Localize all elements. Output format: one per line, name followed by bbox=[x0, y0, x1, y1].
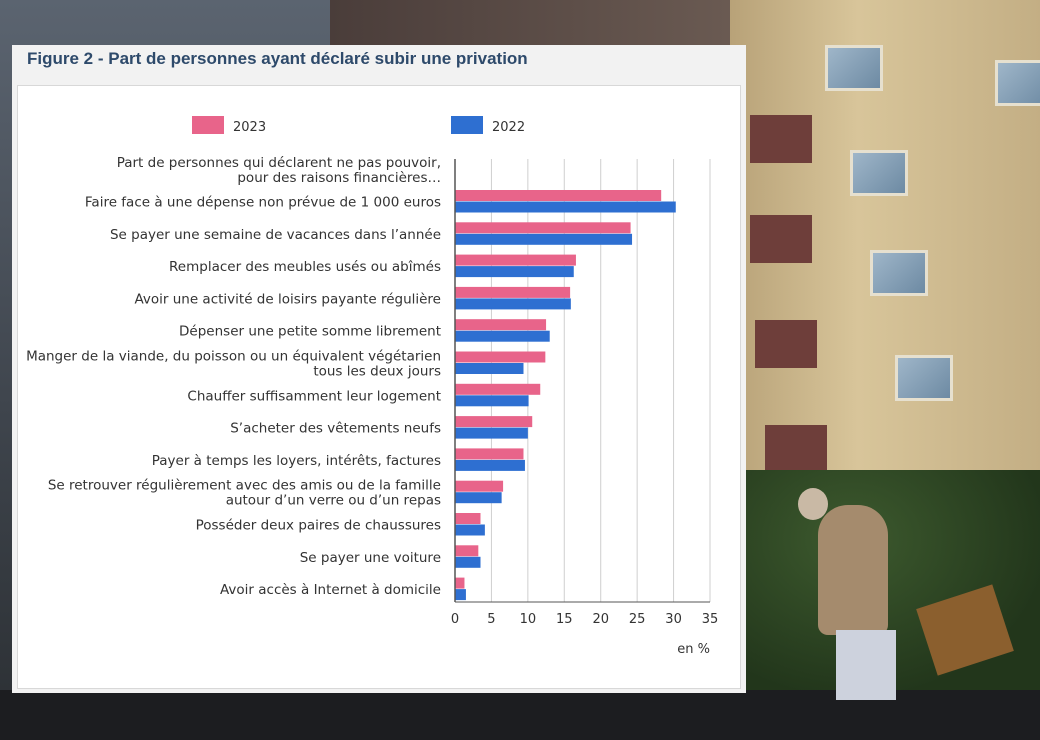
category-label: Dépenser une petite somme librement bbox=[179, 324, 441, 340]
bar-2022 bbox=[455, 556, 481, 568]
category-label: Posséder deux paires de chaussures bbox=[196, 518, 441, 534]
category-label: Faire face à une dépense non prévue de 1… bbox=[85, 195, 441, 211]
building-window bbox=[995, 60, 1040, 106]
bar-2023 bbox=[455, 545, 479, 557]
walking-person-legs bbox=[836, 630, 896, 700]
category-label: S’acheter des vêtements neufs bbox=[230, 421, 441, 437]
category-label: autour d’un verre ou d’un repas bbox=[226, 493, 441, 509]
bar-2022 bbox=[455, 524, 485, 536]
category-label: Se payer une semaine de vacances dans l’… bbox=[110, 227, 441, 243]
building-balcony bbox=[750, 115, 812, 163]
category-labels: Part de personnes qui déclarent ne pas p… bbox=[26, 155, 441, 598]
building-window bbox=[825, 45, 883, 91]
bar-2022 bbox=[455, 589, 466, 601]
category-label: Se payer une voiture bbox=[300, 550, 441, 566]
chart-card: 2023 2022 Part de personnes qui déclaren… bbox=[17, 85, 741, 689]
x-tick-label: 30 bbox=[665, 612, 682, 627]
unit-label: en % bbox=[677, 642, 710, 657]
bar-2023 bbox=[455, 480, 504, 492]
building-window bbox=[870, 250, 928, 296]
bar-2022 bbox=[455, 395, 529, 407]
building-balcony bbox=[765, 425, 827, 473]
chart-bars bbox=[455, 190, 676, 601]
building-balcony bbox=[755, 320, 817, 368]
bar-2023 bbox=[455, 351, 546, 363]
walking-person-head bbox=[798, 488, 828, 520]
category-label: Avoir accès à Internet à domicile bbox=[220, 582, 441, 598]
bar-2022 bbox=[455, 233, 633, 245]
category-label: Chauffer suffisamment leur logement bbox=[187, 388, 441, 404]
category-label: Remplacer des meubles usés ou abîmés bbox=[169, 259, 441, 275]
legend-swatch-2023 bbox=[192, 116, 224, 134]
bar-2022 bbox=[455, 298, 571, 310]
bar-2022 bbox=[455, 201, 676, 213]
x-tick-label: 15 bbox=[556, 612, 573, 627]
bar-2023 bbox=[455, 577, 465, 589]
bar-2022 bbox=[455, 363, 524, 374]
figure-title: Figure 2 - Part de personnes ayant décla… bbox=[27, 49, 528, 68]
bar-2023 bbox=[455, 286, 571, 298]
bar-2022 bbox=[455, 266, 574, 278]
category-label: tous les deux jours bbox=[313, 364, 441, 380]
legend-label-2023: 2023 bbox=[233, 120, 266, 135]
category-label: Se retrouver régulièrement avec des amis… bbox=[48, 478, 441, 494]
bar-2023 bbox=[455, 190, 662, 201]
bar-2023 bbox=[455, 254, 576, 266]
building-window bbox=[895, 355, 953, 401]
bar-2022 bbox=[455, 427, 528, 439]
bar-2023 bbox=[455, 319, 547, 331]
x-tick-label: 20 bbox=[592, 612, 609, 627]
x-tick-label: 0 bbox=[451, 612, 459, 627]
bar-2023 bbox=[455, 416, 533, 428]
category-label: Part de personnes qui déclarent ne pas p… bbox=[117, 155, 441, 171]
category-label: pour des raisons financières… bbox=[237, 170, 441, 186]
bar-2022 bbox=[455, 459, 525, 471]
bar-2023 bbox=[455, 448, 524, 460]
bar-chart: 2023 2022 Part de personnes qui déclaren… bbox=[26, 116, 718, 657]
x-tick-label: 5 bbox=[487, 612, 495, 627]
legend-label-2022: 2022 bbox=[492, 120, 525, 135]
bar-2023 bbox=[455, 383, 541, 395]
x-axis-ticks: 0 5 10 15 20 25 30 35 bbox=[451, 612, 718, 627]
x-tick-label: 25 bbox=[629, 612, 646, 627]
building-window bbox=[850, 150, 908, 196]
bar-2023 bbox=[455, 513, 481, 524]
category-label: Manger de la viande, du poisson ou un éq… bbox=[26, 349, 441, 365]
x-tick-label: 10 bbox=[520, 612, 537, 627]
x-tick-label: 35 bbox=[702, 612, 719, 627]
building-balcony bbox=[750, 215, 812, 263]
category-label: Avoir une activité de loisirs payante ré… bbox=[134, 291, 441, 307]
background-building bbox=[730, 0, 1040, 520]
bar-2023 bbox=[455, 222, 631, 234]
category-label: Payer à temps les loyers, intérêts, fact… bbox=[152, 453, 441, 469]
legend-swatch-2022 bbox=[451, 116, 483, 134]
bar-2022 bbox=[455, 330, 550, 342]
figure-panel: Figure 2 - Part de personnes ayant décla… bbox=[12, 45, 746, 693]
walking-person bbox=[818, 505, 888, 635]
bar-2022 bbox=[455, 492, 502, 504]
